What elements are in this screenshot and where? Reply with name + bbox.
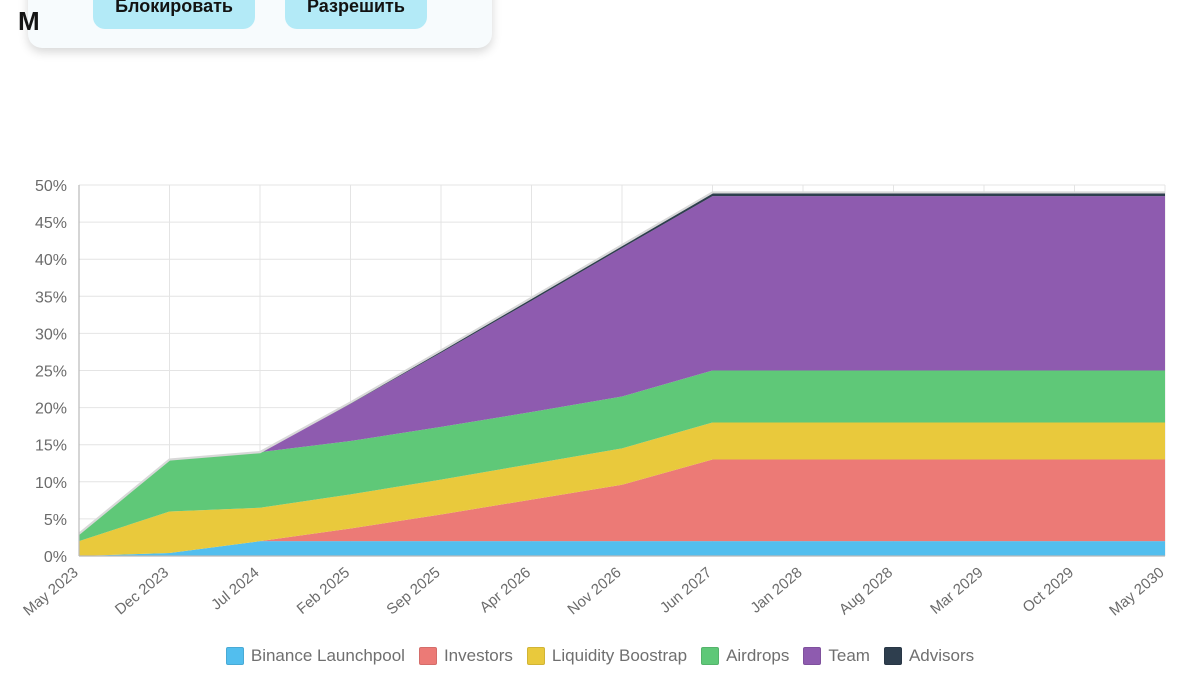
legend-item-liquidity-boostrap[interactable]: Liquidity Boostrap: [526, 646, 688, 666]
legend-swatch-icon: [526, 647, 545, 665]
y-tick-labels: 0% 5% 10% 15% 20% 25% 30% 35% 40% 45% 50%: [35, 178, 67, 566]
y-tick-label: 0%: [44, 549, 67, 566]
legend-label: Liquidity Boostrap: [551, 646, 688, 665]
stack-top-outline: [78, 191, 1165, 535]
y-tick-label: 45%: [35, 215, 67, 232]
legend-item-investors[interactable]: Investors: [418, 646, 513, 666]
legend-label: Team: [828, 646, 870, 665]
allow-button[interactable]: Разрешить: [285, 0, 427, 29]
area-team: [79, 196, 1165, 534]
legend-swatch-icon: [418, 647, 437, 665]
legend-swatch-icon: [883, 647, 902, 665]
x-tick-label: Jun 2027: [657, 564, 715, 617]
legend-label: Airdrops: [726, 646, 790, 665]
area-series-group: [79, 192, 1165, 556]
series-top-outline: [78, 191, 1165, 535]
dialog-title-partial: M: [18, 6, 40, 36]
area-airdrops: [79, 370, 1165, 542]
x-tick-label: Oct 2029: [1020, 564, 1078, 616]
legend-swatch-icon: [701, 647, 720, 665]
x-tick-label: Nov 2026: [564, 564, 624, 618]
y-tick-label: 10%: [35, 475, 67, 492]
x-tick-labels: May 2023 Dec 2023 Jul 2024 Feb 2025 Sep 2025…: [20, 564, 1167, 619]
y-tick-label: 20%: [35, 401, 67, 418]
dialog-button-row: Блокировать Разрешить: [28, 0, 492, 29]
legend-item-binance-launchpool[interactable]: Binance Launchpool: [225, 646, 405, 666]
x-tick-label: Feb 2025: [294, 564, 353, 618]
y-tick-label: 50%: [35, 178, 67, 195]
block-button[interactable]: Блокировать: [93, 0, 255, 29]
notification-permission-dialog: Блокировать Разрешить: [28, 0, 492, 48]
chart-canvas: 0% 5% 10% 15% 20% 25% 30% 35% 40% 45% 50% May 2023…: [20, 178, 1167, 619]
area-liquidity-boostrap: [79, 422, 1165, 556]
axes: [78, 185, 1165, 557]
x-tick-label: May 2023: [20, 564, 81, 619]
legend-item-airdrops[interactable]: Airdrops: [701, 646, 789, 666]
y-tick-label: 25%: [35, 364, 67, 381]
x-tick-label: Mar 2029: [927, 564, 986, 618]
area-binance-launchpool: [79, 541, 1165, 556]
y-tick-label: 30%: [35, 326, 67, 343]
legend-swatch-icon: [225, 647, 244, 665]
x-tick-label: Jul 2024: [208, 564, 262, 613]
legend-swatch-icon: [803, 647, 822, 665]
area-investors: [79, 459, 1165, 556]
x-tick-label: Dec 2023: [112, 564, 172, 618]
x-tick-label: Apr 2026: [476, 564, 534, 616]
y-tick-label: 40%: [35, 252, 67, 269]
x-tick-label: Jan 2028: [747, 564, 805, 617]
y-tick-label: 5%: [44, 512, 67, 529]
chart-legend: Binance Launchpool Investors Liquidity Boo…: [0, 646, 1200, 666]
x-tick-label: May 2030: [1106, 564, 1167, 619]
legend-item-advisors[interactable]: Advisors: [883, 646, 975, 666]
y-tick-label: 35%: [35, 289, 67, 306]
legend-label: Investors: [443, 646, 513, 665]
legend-label: Binance Launchpool: [250, 646, 405, 665]
legend-item-team[interactable]: Team: [803, 646, 870, 666]
y-tick-label: 15%: [35, 438, 67, 455]
legend-label: Advisors: [908, 646, 975, 665]
x-tick-label: Sep 2025: [383, 564, 443, 618]
x-tick-label: Aug 2028: [836, 564, 896, 618]
